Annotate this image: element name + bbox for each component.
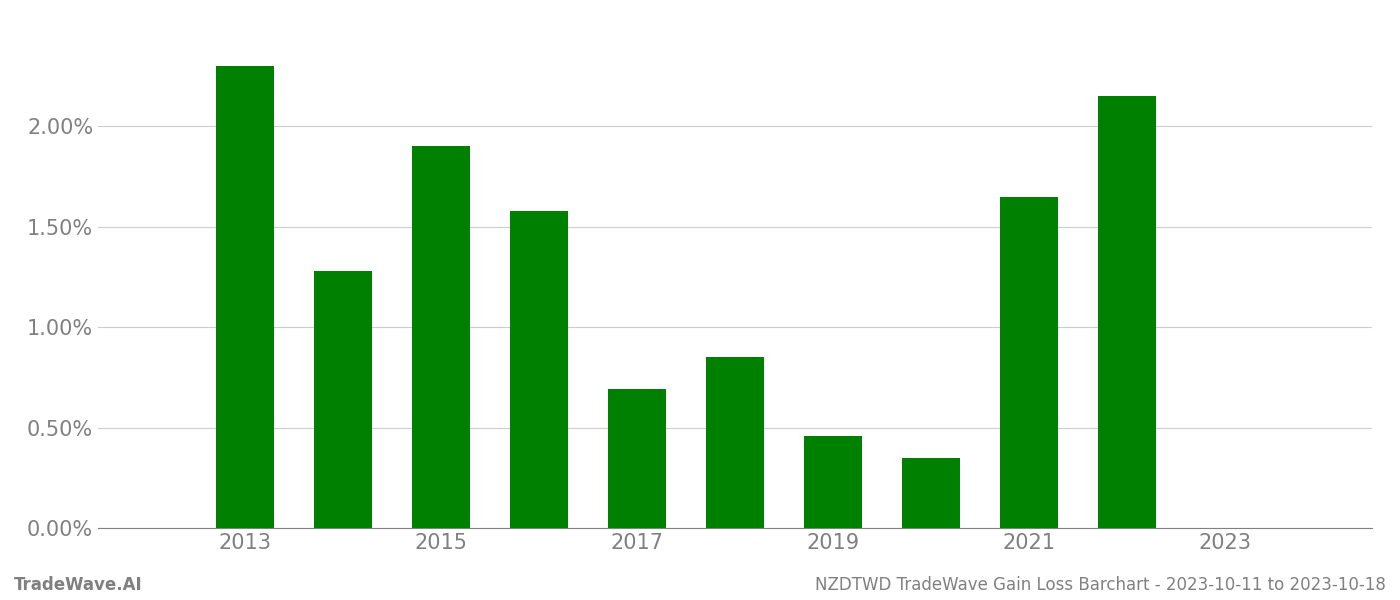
- Bar: [706, 358, 764, 528]
- Bar: [1000, 197, 1058, 528]
- Bar: [510, 211, 568, 528]
- Bar: [608, 389, 666, 528]
- Bar: [902, 458, 960, 528]
- Bar: [412, 146, 470, 528]
- Text: TradeWave.AI: TradeWave.AI: [14, 576, 143, 594]
- Bar: [314, 271, 372, 528]
- Text: NZDTWD TradeWave Gain Loss Barchart - 2023-10-11 to 2023-10-18: NZDTWD TradeWave Gain Loss Barchart - 20…: [815, 576, 1386, 594]
- Bar: [804, 436, 862, 528]
- Bar: [1098, 96, 1156, 528]
- Bar: [216, 66, 274, 528]
